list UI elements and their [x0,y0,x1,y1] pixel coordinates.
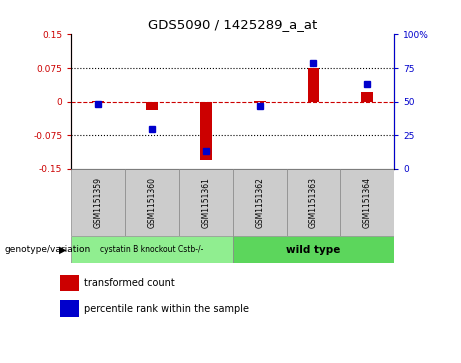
Text: GSM1151363: GSM1151363 [309,177,318,228]
Bar [200,102,212,160]
Bar [254,101,266,102]
Bar [60,275,78,291]
Bar [233,169,287,236]
Text: GSM1151361: GSM1151361 [201,177,210,228]
Bar [71,236,233,263]
Bar [60,301,78,317]
Text: ▶: ▶ [59,245,67,254]
Bar [146,102,158,110]
Title: GDS5090 / 1425289_a_at: GDS5090 / 1425289_a_at [148,17,318,30]
Bar [233,236,394,263]
Text: transformed count: transformed count [84,278,174,288]
Bar [340,169,394,236]
Bar [71,169,125,236]
Bar [307,68,319,102]
Text: cystatin B knockout Cstb-/-: cystatin B knockout Cstb-/- [100,245,204,254]
Text: GSM1151360: GSM1151360 [148,177,157,228]
Text: genotype/variation: genotype/variation [5,245,91,254]
Text: GSM1151364: GSM1151364 [363,177,372,228]
Text: GSM1151362: GSM1151362 [255,177,264,228]
Bar [361,92,373,102]
Text: percentile rank within the sample: percentile rank within the sample [84,303,249,314]
Bar [92,101,104,102]
Bar [125,169,179,236]
Bar [179,169,233,236]
Text: wild type: wild type [286,245,341,254]
Bar [287,169,340,236]
Text: GSM1151359: GSM1151359 [94,177,103,228]
